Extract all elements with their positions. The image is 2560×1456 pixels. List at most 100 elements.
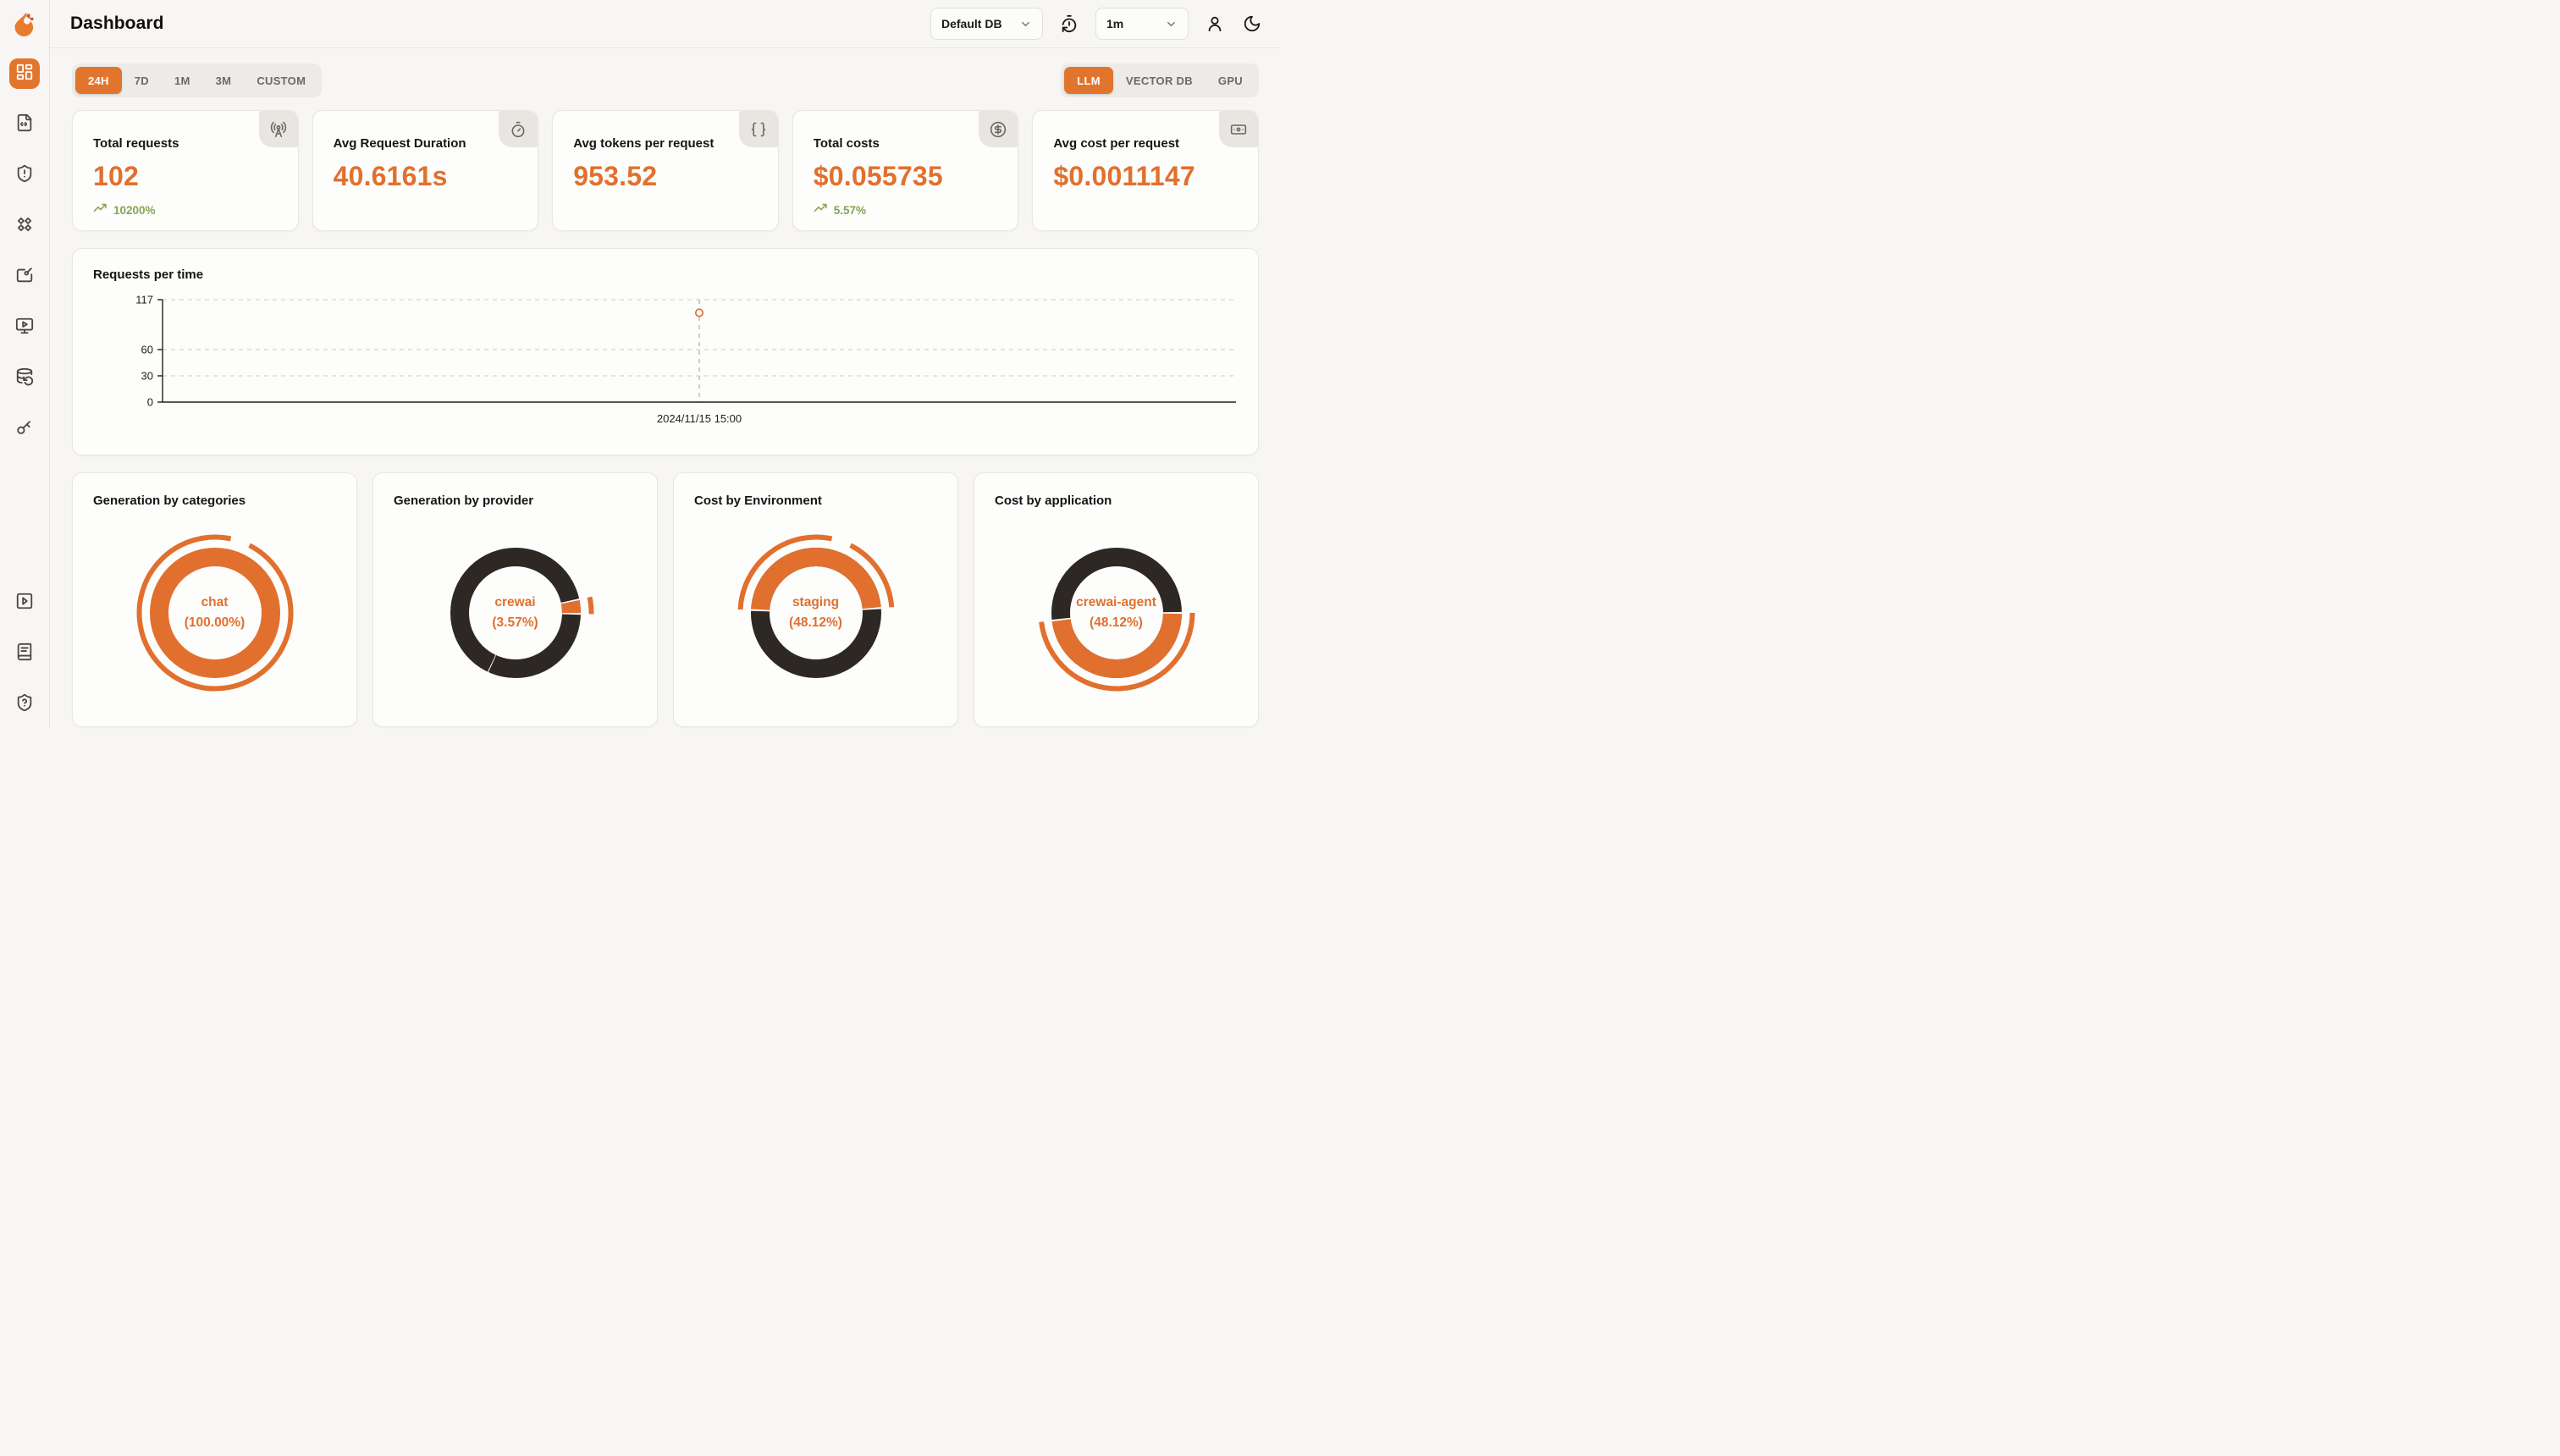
shield-question-icon: [15, 693, 34, 716]
donut-card-cost-by-environment: Cost by Environment staging (48.12%): [673, 472, 958, 727]
donut-card-cost-by-application: Cost by application crewai-agent (48.12%…: [974, 472, 1259, 727]
resource-tabs: LLM VECTOR DB GPU: [1061, 63, 1259, 97]
interval-select[interactable]: 1m: [1095, 8, 1189, 40]
header-controls: Default DB 1m: [930, 8, 1263, 40]
stat-card-avg-duration: Avg Request Duration 40.6161s: [312, 110, 539, 231]
stat-card-avg-cost: Avg cost per request $0.0011147: [1032, 110, 1259, 231]
dollar-circle-icon: [979, 111, 1018, 147]
donut-title: Generation by provider: [394, 494, 534, 508]
svg-text:0: 0: [147, 396, 153, 409]
stat-card-total-requests: Total requests 102 10200%: [72, 110, 299, 231]
square-play-icon: [15, 592, 34, 615]
filter-bars: 24H 7D 1M 3M CUSTOM LLM VECTOR DB GPU: [72, 63, 1259, 97]
sidebar-nav-top: [9, 58, 40, 444]
stat-trend-value: 5.57%: [833, 203, 867, 217]
svg-text:30: 30: [141, 369, 153, 382]
stat-card-total-costs: Total costs $0.055735 5.57%: [792, 110, 1019, 231]
tab-custom[interactable]: CUSTOM: [257, 74, 306, 87]
main: 24H 7D 1M 3M CUSTOM LLM VECTOR DB GPU: [50, 48, 1280, 727]
database-backup-icon: [15, 367, 34, 390]
diamonds-icon: [15, 215, 34, 238]
sidebar-item-book[interactable]: [9, 638, 40, 669]
donut-title: Cost by application: [995, 494, 1112, 508]
donut-chart-environment[interactable]: staging (48.12%): [731, 528, 901, 698]
timer-reset-icon[interactable]: [1058, 13, 1080, 35]
sidebar-item-shield-question[interactable]: [9, 689, 40, 720]
stat-value: 102: [93, 161, 139, 191]
svg-text:117: 117: [135, 294, 153, 306]
sidebar-item-square-play[interactable]: [9, 587, 40, 618]
stat-value: 953.52: [573, 161, 658, 191]
tab-7d[interactable]: 7D: [134, 74, 149, 87]
donut-title: Cost by Environment: [694, 494, 822, 508]
sidebar-item-diamonds[interactable]: [9, 211, 40, 241]
stat-trend-value: 10200%: [113, 203, 156, 217]
chart-title: Requests per time: [93, 267, 204, 282]
content-area: Dashboard Default DB 1m: [50, 0, 1280, 728]
donut-chart-categories[interactable]: chat (100.00%): [130, 528, 300, 698]
stat-value: $0.0011147: [1053, 161, 1195, 191]
sidebar-item-monitor-play[interactable]: [9, 312, 40, 343]
tab-1m[interactable]: 1M: [174, 74, 190, 87]
timer-icon: [499, 111, 538, 147]
page-title: Dashboard: [70, 14, 164, 33]
svg-text:60: 60: [141, 343, 153, 356]
time-range-tabs: 24H 7D 1M 3M CUSTOM: [72, 63, 323, 97]
stat-card-avg-tokens: Avg tokens per request 953.52: [552, 110, 779, 231]
sidebar-item-edit-board[interactable]: [9, 262, 40, 292]
donut-chart-application[interactable]: crewai-agent (48.12%): [1032, 528, 1201, 698]
chevron-down-icon: [1165, 18, 1178, 30]
header: Dashboard Default DB 1m: [50, 0, 1280, 48]
stat-trend: 5.57%: [814, 201, 998, 218]
chevron-down-icon: [1019, 18, 1032, 30]
donut-card-generation-by-categories: Generation by categories chat (100.00%): [72, 472, 357, 727]
stat-title: Avg cost per request: [1053, 136, 1180, 151]
sidebar: [0, 0, 50, 728]
key-icon: [15, 418, 34, 441]
tab-llm[interactable]: LLM: [1064, 67, 1113, 94]
sidebar-item-dashboard[interactable]: [9, 58, 40, 89]
shield-alert-icon: [15, 164, 34, 187]
stat-value: $0.055735: [813, 161, 943, 191]
user-icon[interactable]: [1204, 13, 1226, 35]
sidebar-item-database-backup[interactable]: [9, 363, 40, 394]
radio-tower-icon: [258, 111, 298, 147]
sidebar-nav-bottom: [9, 587, 40, 720]
tab-3m[interactable]: 3M: [215, 74, 232, 87]
dashboard-grid-icon: [15, 63, 34, 85]
app-logo-flame-icon[interactable]: [10, 9, 39, 38]
stat-title: Total requests: [93, 136, 179, 151]
book-icon: [15, 643, 34, 665]
tab-gpu[interactable]: GPU: [1217, 74, 1243, 87]
stat-title: Total costs: [813, 136, 880, 151]
monitor-play-icon: [15, 317, 34, 339]
file-code-icon: [15, 113, 34, 136]
database-select[interactable]: Default DB: [930, 8, 1043, 40]
requests-line-chart[interactable]: 0 30 60 117 2024/11/15 15:00: [93, 285, 1238, 444]
moon-icon[interactable]: [1241, 13, 1263, 35]
sidebar-item-key[interactable]: [9, 414, 40, 444]
donut-card-generation-by-provider: Generation by provider crewai (3.57%): [372, 472, 658, 727]
donut-title: Generation by categories: [93, 494, 246, 508]
donut-cards-row: Generation by categories chat (100.00%) …: [72, 472, 1259, 727]
interval-select-value: 1m: [1106, 17, 1124, 30]
sidebar-item-file-code[interactable]: [9, 109, 40, 140]
banknote-icon: [1218, 111, 1258, 147]
donut-chart-provider[interactable]: crewai (3.57%): [431, 528, 600, 698]
stat-cards-row: Total requests 102 10200% Avg Request Du…: [72, 110, 1259, 231]
requests-per-time-card: Requests per time 0 30 60 117 2024/11/15 15:…: [72, 248, 1259, 455]
tab-vector-db[interactable]: VECTOR DB: [1125, 74, 1193, 87]
braces-icon: [738, 111, 778, 147]
stat-title: Avg tokens per request: [573, 136, 714, 151]
stat-trend: 10200%: [93, 201, 278, 218]
dashboard-page: Dashboard Default DB 1m: [0, 0, 1280, 728]
svg-text:2024/11/15 15:00: 2024/11/15 15:00: [657, 412, 742, 425]
stat-title: Avg Request Duration: [333, 136, 466, 151]
database-select-value: Default DB: [941, 17, 1002, 30]
edit-board-icon: [15, 266, 34, 289]
trending-up-icon: [93, 201, 108, 218]
sidebar-item-shield-alert[interactable]: [9, 160, 40, 190]
tab-24h[interactable]: 24H: [75, 67, 122, 94]
stat-value: 40.6161s: [333, 161, 448, 191]
trending-up-icon: [814, 201, 828, 218]
